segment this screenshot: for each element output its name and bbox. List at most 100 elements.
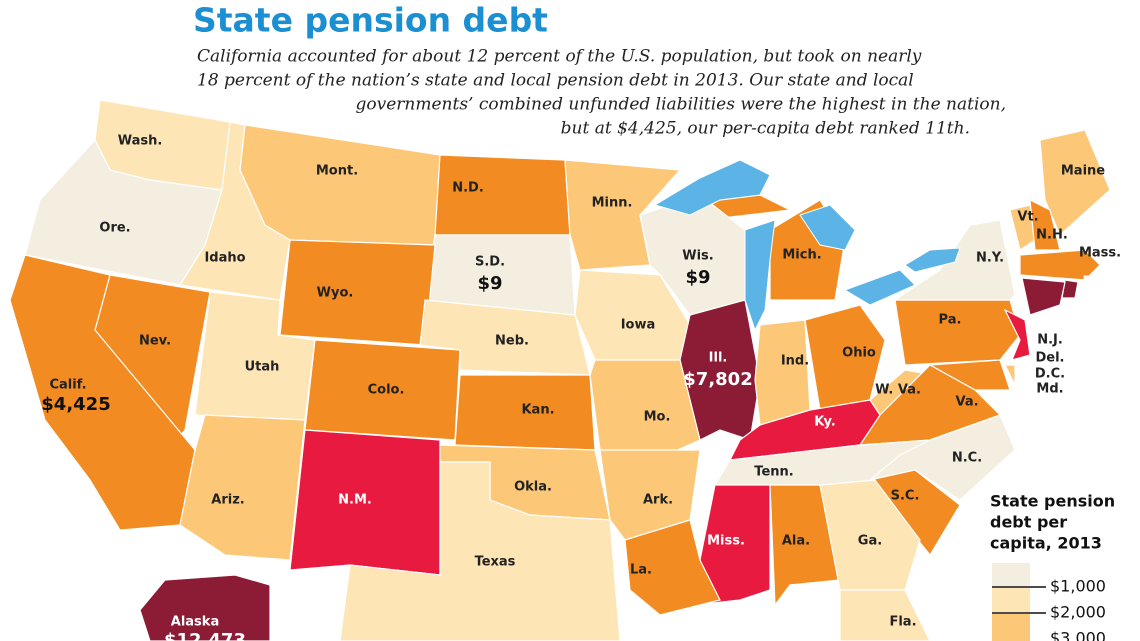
lake — [653, 159, 771, 216]
state-name: Mich. — [782, 248, 821, 263]
state-name: Fla. — [889, 615, 916, 630]
state-shape — [804, 304, 886, 411]
state-name: Mont. — [316, 164, 358, 179]
state-name: Ariz. — [211, 493, 244, 508]
description-line: governments’ combined unfunded liabiliti… — [356, 95, 1006, 115]
state-shape — [1039, 129, 1111, 237]
state-name: Pa. — [939, 313, 962, 328]
state-name: Calif. — [49, 378, 86, 393]
state-name: S.C. — [891, 489, 920, 504]
description-line: but at $4,425, our per-capita debt ranke… — [561, 119, 970, 139]
legend-swatch — [992, 614, 1030, 641]
state-shape — [754, 319, 811, 426]
state-name: W. Va. — [875, 383, 921, 398]
state-name: Okla. — [514, 480, 552, 495]
state-name: La. — [630, 563, 652, 578]
state-name: Tenn. — [754, 465, 793, 480]
state-shape — [624, 519, 721, 616]
state-name: Miss. — [707, 534, 745, 549]
legend: State pension debt per capita, 2013 $1,0… — [990, 492, 1115, 641]
state-shape — [769, 484, 841, 607]
state-name: Ga. — [858, 534, 882, 549]
state-shape — [1021, 277, 1066, 316]
state-name: Utah — [245, 360, 280, 375]
state-name: S.D. — [475, 255, 505, 270]
description-line: California accounted for about 12 percen… — [197, 47, 922, 67]
state-name: Idaho — [204, 251, 245, 266]
state-name: N.C. — [952, 451, 982, 466]
state-name: Vt. — [1017, 210, 1038, 225]
lake — [744, 219, 776, 332]
legend-label: $2,000 — [1050, 603, 1106, 622]
state-name: Ohio — [842, 346, 876, 361]
state-shape — [869, 414, 1016, 501]
state-shape — [1029, 198, 1061, 251]
legend-title: State pension — [990, 492, 1115, 511]
state-name: Md. — [1036, 382, 1063, 397]
state-name: N.J. — [1037, 333, 1063, 348]
state-name: N.D. — [452, 181, 484, 196]
lake — [799, 204, 856, 251]
state-name: Ark. — [643, 493, 673, 508]
state-value: $4,425 — [41, 394, 110, 415]
state-shape — [819, 479, 921, 591]
state-name: Mo. — [644, 410, 671, 425]
state-value: $12,473 — [164, 630, 246, 641]
state-name: D.C. — [1035, 367, 1065, 382]
legend-swatch — [992, 588, 1030, 612]
legend-label: $3,000 — [1050, 629, 1106, 641]
state-name: N.Y. — [976, 251, 1004, 266]
state-shape — [139, 574, 271, 641]
state-value: $7,802 — [683, 369, 752, 390]
state-name: N.M. — [338, 493, 372, 508]
state-name: Mass. — [1079, 246, 1121, 261]
state-name: Del. — [1035, 351, 1064, 366]
state-name: Nev. — [139, 334, 171, 349]
state-name: Minn. — [592, 196, 633, 211]
state-name: Ala. — [782, 534, 810, 549]
state-name: Colo. — [368, 383, 405, 398]
state-value: $9 — [477, 273, 502, 294]
state-name: Alaska — [171, 615, 219, 630]
state-name: N.H. — [1036, 228, 1068, 243]
state-shape — [1003, 308, 1031, 361]
state-shape — [239, 124, 441, 246]
state-shape — [179, 414, 306, 561]
state-name: R.I. — [1083, 275, 1108, 290]
state-name: Texas — [475, 555, 516, 570]
state-name: Neb. — [495, 334, 529, 349]
state-name: Iowa — [621, 318, 656, 333]
state-name: Ill. — [709, 351, 728, 366]
state-labels: Wash. Ore. Idaho Mont. N.D. Minn. Wis. $9 Mich. M… — [41, 134, 1140, 641]
lake — [904, 247, 961, 273]
great-lakes — [653, 159, 961, 332]
legend-title: debt per — [990, 513, 1067, 532]
legend-swatch — [992, 563, 1030, 586]
state-value: $7,023 — [1073, 310, 1140, 331]
description-line: 18 percent of the nation’s state and loc… — [197, 71, 914, 91]
state-shape — [1004, 364, 1016, 386]
state-name: Ore. — [99, 221, 130, 236]
state-name: Conn. — [1077, 294, 1119, 309]
lake — [843, 269, 916, 306]
state-shape — [279, 239, 436, 346]
state-name: Ky. — [814, 415, 835, 430]
state-shape — [839, 589, 931, 641]
state-value: $9 — [685, 267, 710, 288]
title: State pension debt — [193, 1, 548, 40]
legend-title: capita, 2013 — [990, 534, 1102, 553]
legend-label: $1,000 — [1050, 577, 1106, 596]
state-name: Wyo. — [317, 286, 354, 301]
state-name: Ind. — [781, 354, 809, 369]
state-shape — [339, 461, 621, 641]
state-shape — [1019, 249, 1101, 281]
state-name: Kan. — [521, 403, 554, 418]
state-shape — [9, 254, 196, 531]
state-name: Wis. — [682, 249, 713, 264]
states — [9, 99, 1111, 641]
state-name: Maine — [1061, 164, 1105, 179]
state-shape — [894, 299, 1021, 366]
state-name: Wash. — [118, 134, 163, 149]
state-name: Va. — [955, 395, 978, 410]
